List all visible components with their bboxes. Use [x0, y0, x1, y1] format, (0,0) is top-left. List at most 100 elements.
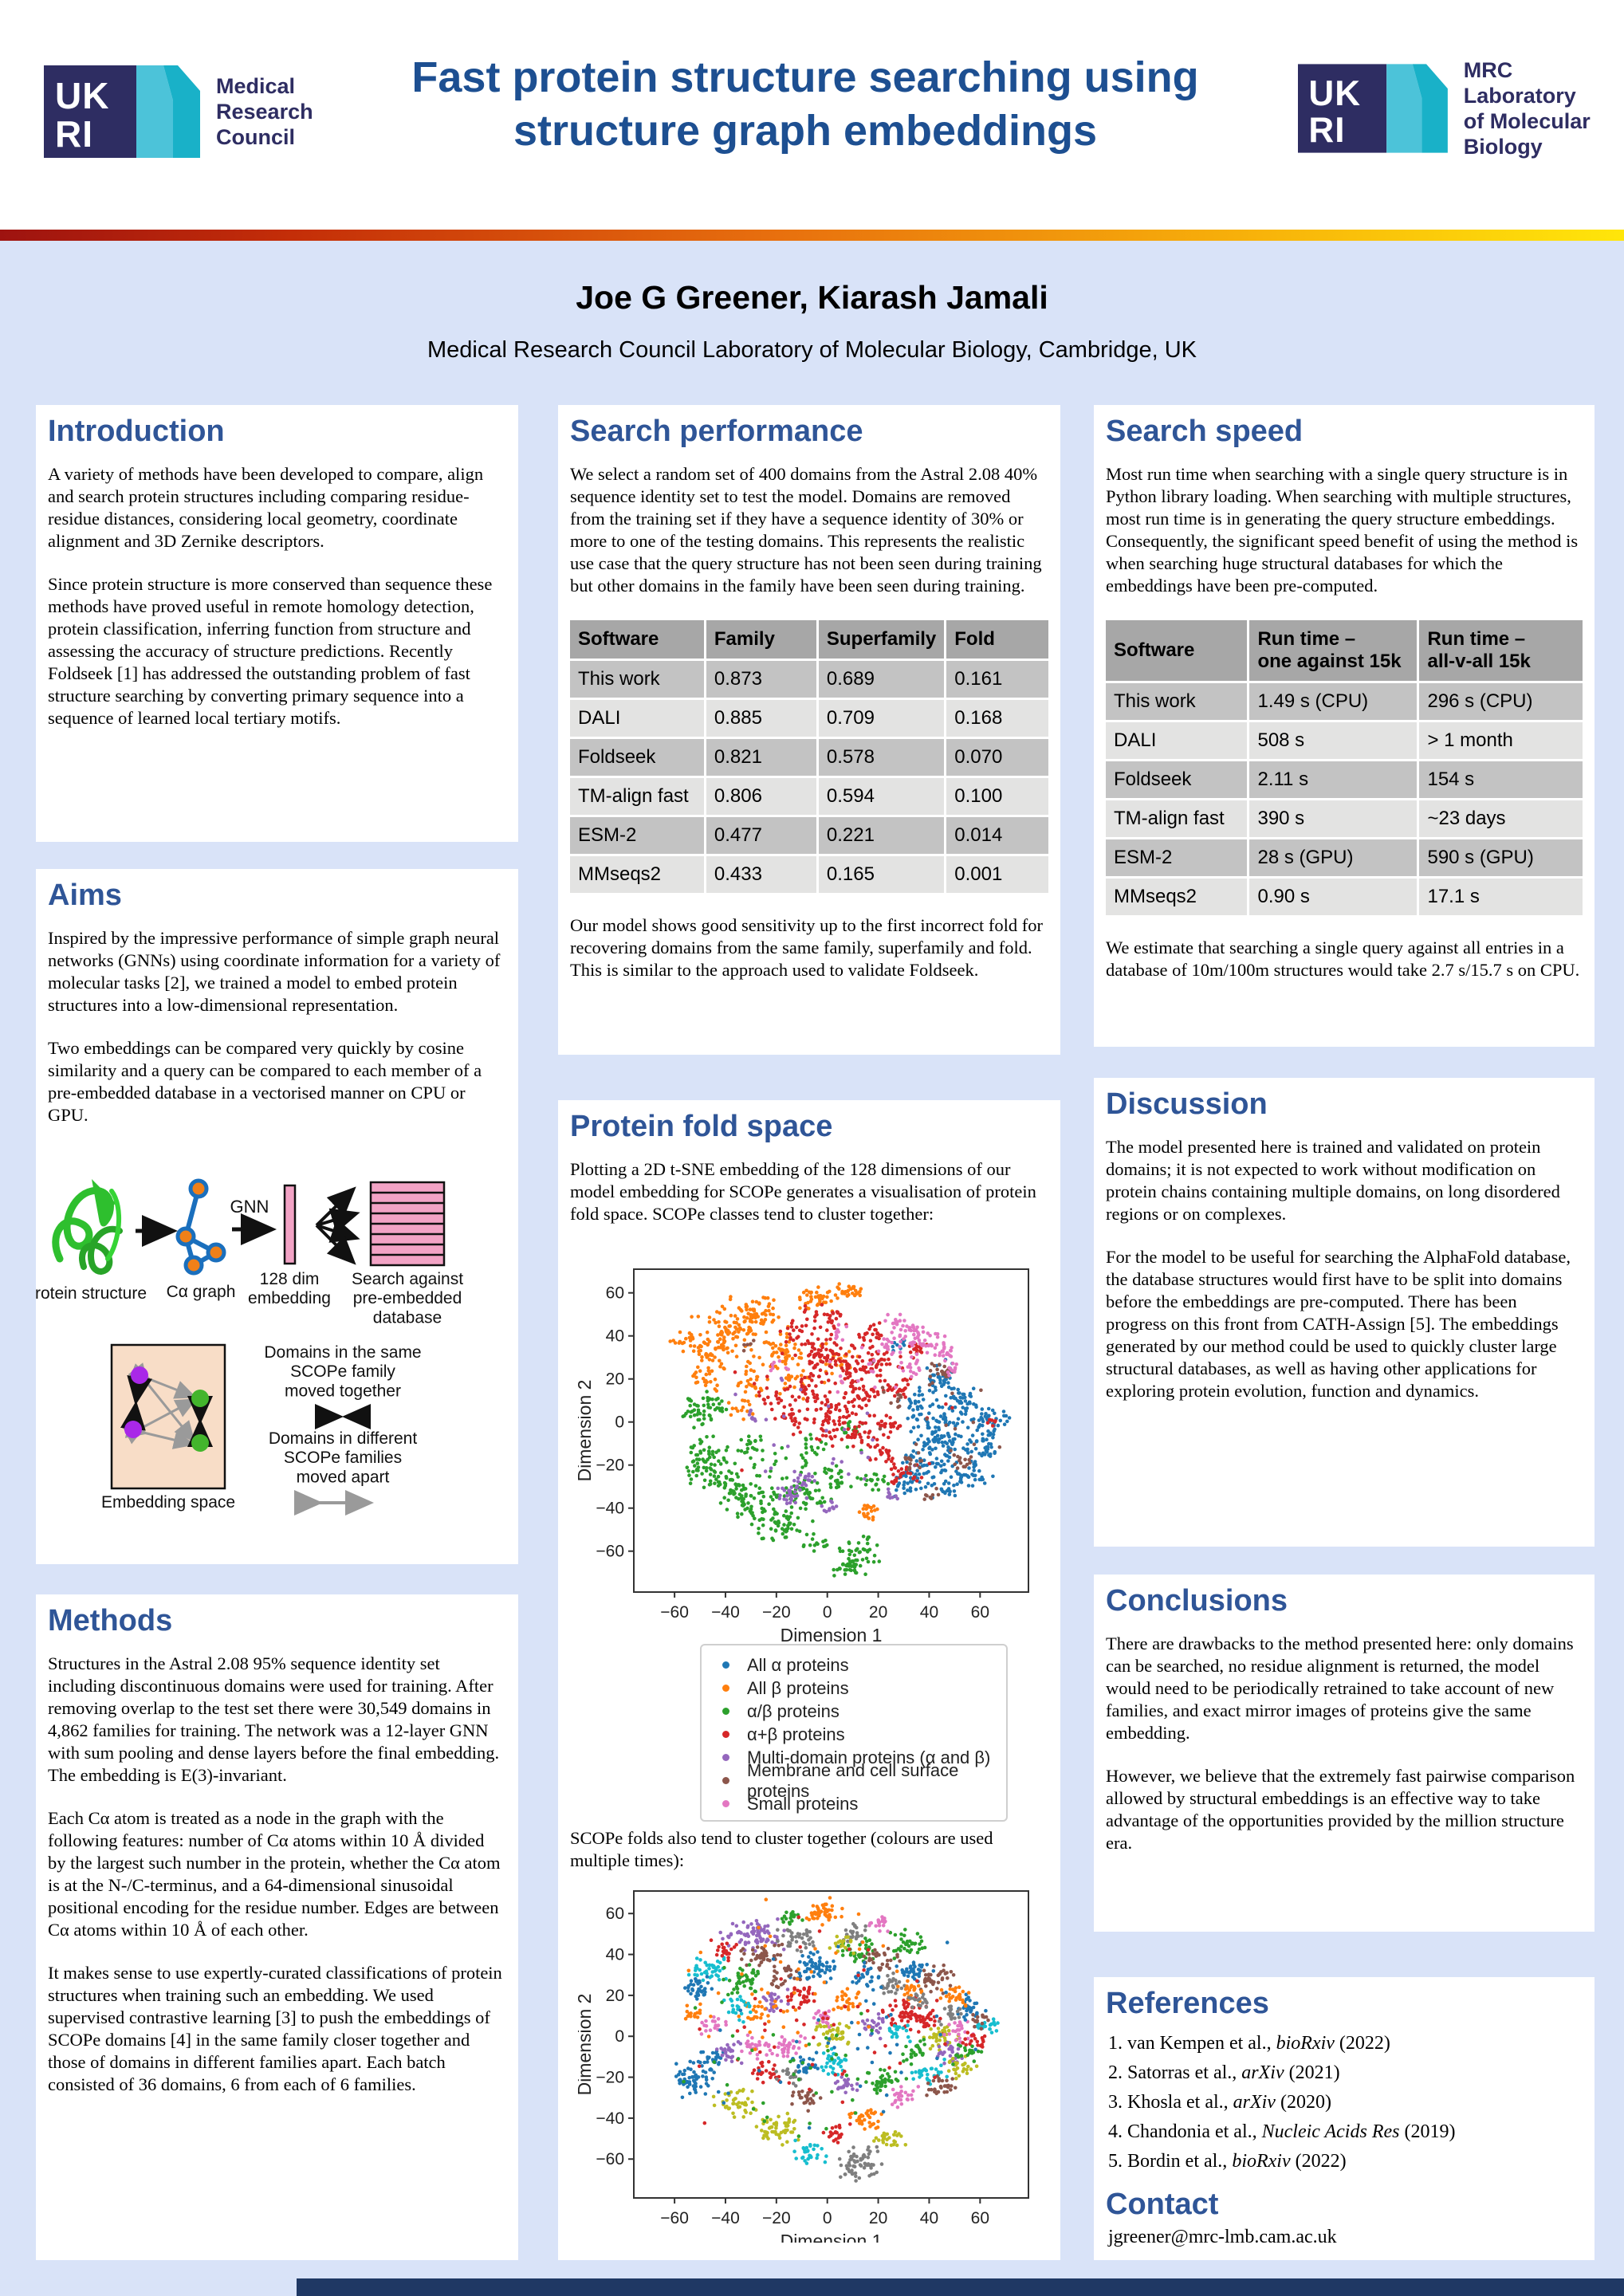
table-cell: ESM-2 [570, 817, 704, 854]
table-cell: 2.11 s [1249, 761, 1418, 798]
table-row: TM-align fast 390 s ~23 days [1106, 800, 1583, 837]
table-header-row: Software Run time – one against 15k Run tim… [1106, 620, 1583, 681]
gradient-divider-bar [0, 230, 1624, 241]
heading-search-performance: Search performance [570, 415, 863, 448]
reference-item: 3. Khosla et al., arXiv (2020) [1108, 2092, 1331, 2113]
table-cell: 0.885 [706, 700, 816, 737]
table-cell: 0.161 [946, 661, 1048, 698]
svg-text:20: 20 [869, 2209, 887, 2227]
logo-left-text: Medical Research Council [216, 74, 313, 149]
affiliation-line: Medical Research Council Laboratory of M… [427, 337, 1197, 363]
svg-text:20: 20 [606, 1987, 624, 2005]
search-speed-table: Software Run time – one against 15k Run tim… [1103, 618, 1585, 918]
table-cell: MMseqs2 [1106, 879, 1248, 915]
table-cell: 0.100 [946, 778, 1048, 815]
x-axis-label: Dimension 1 [781, 1625, 883, 1645]
table-cell: 0.477 [706, 817, 816, 854]
database-label: Search against pre-embedded database [352, 1270, 463, 1327]
svg-text:−40: −40 [596, 2109, 624, 2128]
section-introduction: Introduction A variety of methods have b… [36, 405, 518, 842]
table-cell: 0.221 [818, 817, 945, 854]
svg-text:0: 0 [615, 1413, 624, 1432]
diff-family-legend-label: Domains in different SCOPe families moved … [269, 1429, 418, 1486]
table-cell: DALI [1106, 722, 1248, 759]
discussion-paragraph-1: The model presented here is trained and … [1106, 1137, 1560, 1224]
table-cell: 0.001 [946, 856, 1048, 893]
heading-conclusions: Conclusions [1106, 1584, 1288, 1618]
section-methods: Methods Structures in the Astral 2.08 95… [36, 1594, 518, 2260]
heading-contact: Contact [1106, 2188, 1219, 2221]
legend-entry: Membrane and cell surface proteins [702, 1760, 1006, 1801]
conclusions-paragraph-1: There are drawbacks to the method presen… [1106, 1634, 1574, 1743]
table-cell: > 1 month [1419, 722, 1583, 759]
conclusions-paragraph-2: However, we believe that the extremely f… [1106, 1766, 1575, 1853]
reference-item: 4. Chandonia et al., Nucleic Acids Res (… [1108, 2121, 1456, 2142]
pre-embedded-database-stack [369, 1181, 446, 1267]
svg-text:−60: −60 [660, 1603, 689, 1622]
legend-dot-icon [722, 1754, 729, 1761]
table-cell: 0.070 [946, 739, 1048, 776]
svg-text:−40: −40 [711, 2209, 740, 2227]
table-header-cell: Run time – one against 15k [1249, 620, 1418, 681]
search-performance-table: Software Family Superfamily Fold This work 0.… [568, 618, 1051, 895]
svg-text:−40: −40 [596, 1500, 624, 1518]
reference-item: 1. van Kempen et al., bioRxiv (2022) [1108, 2033, 1390, 2054]
legend-label: Multi-domain proteins (α and β) [747, 1747, 991, 1767]
table-row: Foldseek 0.821 0.578 0.070 [570, 739, 1048, 776]
table-cell: 28 s (GPU) [1249, 839, 1418, 876]
table-cell: 0.709 [818, 700, 945, 737]
table-cell: ~23 days [1419, 800, 1583, 837]
svg-text:−60: −60 [660, 2209, 689, 2227]
y-axis-label: Dimension 2 [578, 1380, 595, 1482]
table-cell: Foldseek [570, 739, 704, 776]
author-banner: Joe G Greener, Kiarash Jamali Medical Re… [0, 241, 1624, 405]
legend-dot-icon [722, 1731, 729, 1738]
ca-graph-label: Cα graph [167, 1283, 236, 1301]
table-cell: 508 s [1249, 722, 1418, 759]
table-row: TM-align fast 0.806 0.594 0.100 [570, 778, 1048, 815]
heading-aims: Aims [48, 879, 122, 912]
method-pipeline-diagram: GNN Protein structure Cα graph [24, 1178, 463, 1516]
svg-text:−20: −20 [596, 2069, 624, 2087]
protein-structure-illustration [52, 1179, 123, 1275]
table-row: ESM-2 0.477 0.221 0.014 [570, 817, 1048, 854]
table-header-cell: Superfamily [818, 620, 945, 659]
contact-email[interactable]: jgreener@mrc-lmb.cam.ac.uk [1108, 2227, 1337, 2247]
table-row: This work 0.873 0.689 0.161 [570, 661, 1048, 698]
legend-label: α+β proteins [747, 1724, 845, 1744]
search-speed-paragraph-2: We estimate that searching a single quer… [1106, 938, 1580, 980]
discussion-paragraph-2: For the model to be useful for searching… [1106, 1247, 1571, 1401]
table-header-cell: Software [570, 620, 704, 659]
svg-text:−60: −60 [596, 1543, 624, 1561]
embedding-space-label: Embedding space [101, 1493, 235, 1512]
protein-fold-space-paragraph-1: Plotting a 2D t-SNE embedding of the 128… [570, 1159, 1036, 1224]
embedding-dot-purple [124, 1421, 142, 1438]
svg-text:40: 40 [920, 2209, 938, 2227]
table-cell: 0.168 [946, 700, 1048, 737]
section-search-speed: Search speed Most run time when searchin… [1094, 405, 1595, 1047]
table-row: DALI 0.885 0.709 0.168 [570, 700, 1048, 737]
table-cell: 296 s (CPU) [1419, 683, 1583, 720]
svg-text:60: 60 [606, 1284, 624, 1303]
table-cell: ESM-2 [1106, 839, 1248, 876]
table-row: Foldseek 2.11 s 154 s [1106, 761, 1583, 798]
legend-dot-icon [722, 1708, 729, 1715]
y-axis-label: Dimension 2 [578, 1994, 595, 2096]
methods-paragraph-3: It makes sense to use expertly-curated c… [48, 1963, 502, 2094]
table-cell: 0.165 [818, 856, 945, 893]
table-cell: 1.49 s (CPU) [1249, 683, 1418, 720]
section-conclusions: Conclusions There are drawbacks to the m… [1094, 1575, 1595, 1932]
authors-line: Joe G Greener, Kiarash Jamali [576, 279, 1048, 316]
comparison-fan-arrows [315, 1186, 360, 1265]
search-speed-paragraph-1: Most run time when searching with a sing… [1106, 464, 1579, 596]
x-axis-label: Dimension 1 [781, 2231, 883, 2243]
table-cell: 0.821 [706, 739, 816, 776]
embedding-label: 128 dim embedding [248, 1270, 331, 1307]
table-cell: 590 s (GPU) [1419, 839, 1583, 876]
legend-label: Small proteins [747, 1793, 859, 1814]
aims-paragraph-2: Two embeddings can be compared very quic… [48, 1038, 482, 1125]
reference-item: 5. Bordin et al., bioRxiv (2022) [1108, 2151, 1347, 2172]
table-row: MMseqs2 0.90 s 17.1 s [1106, 879, 1583, 915]
table-header-cell: Fold [946, 620, 1048, 659]
